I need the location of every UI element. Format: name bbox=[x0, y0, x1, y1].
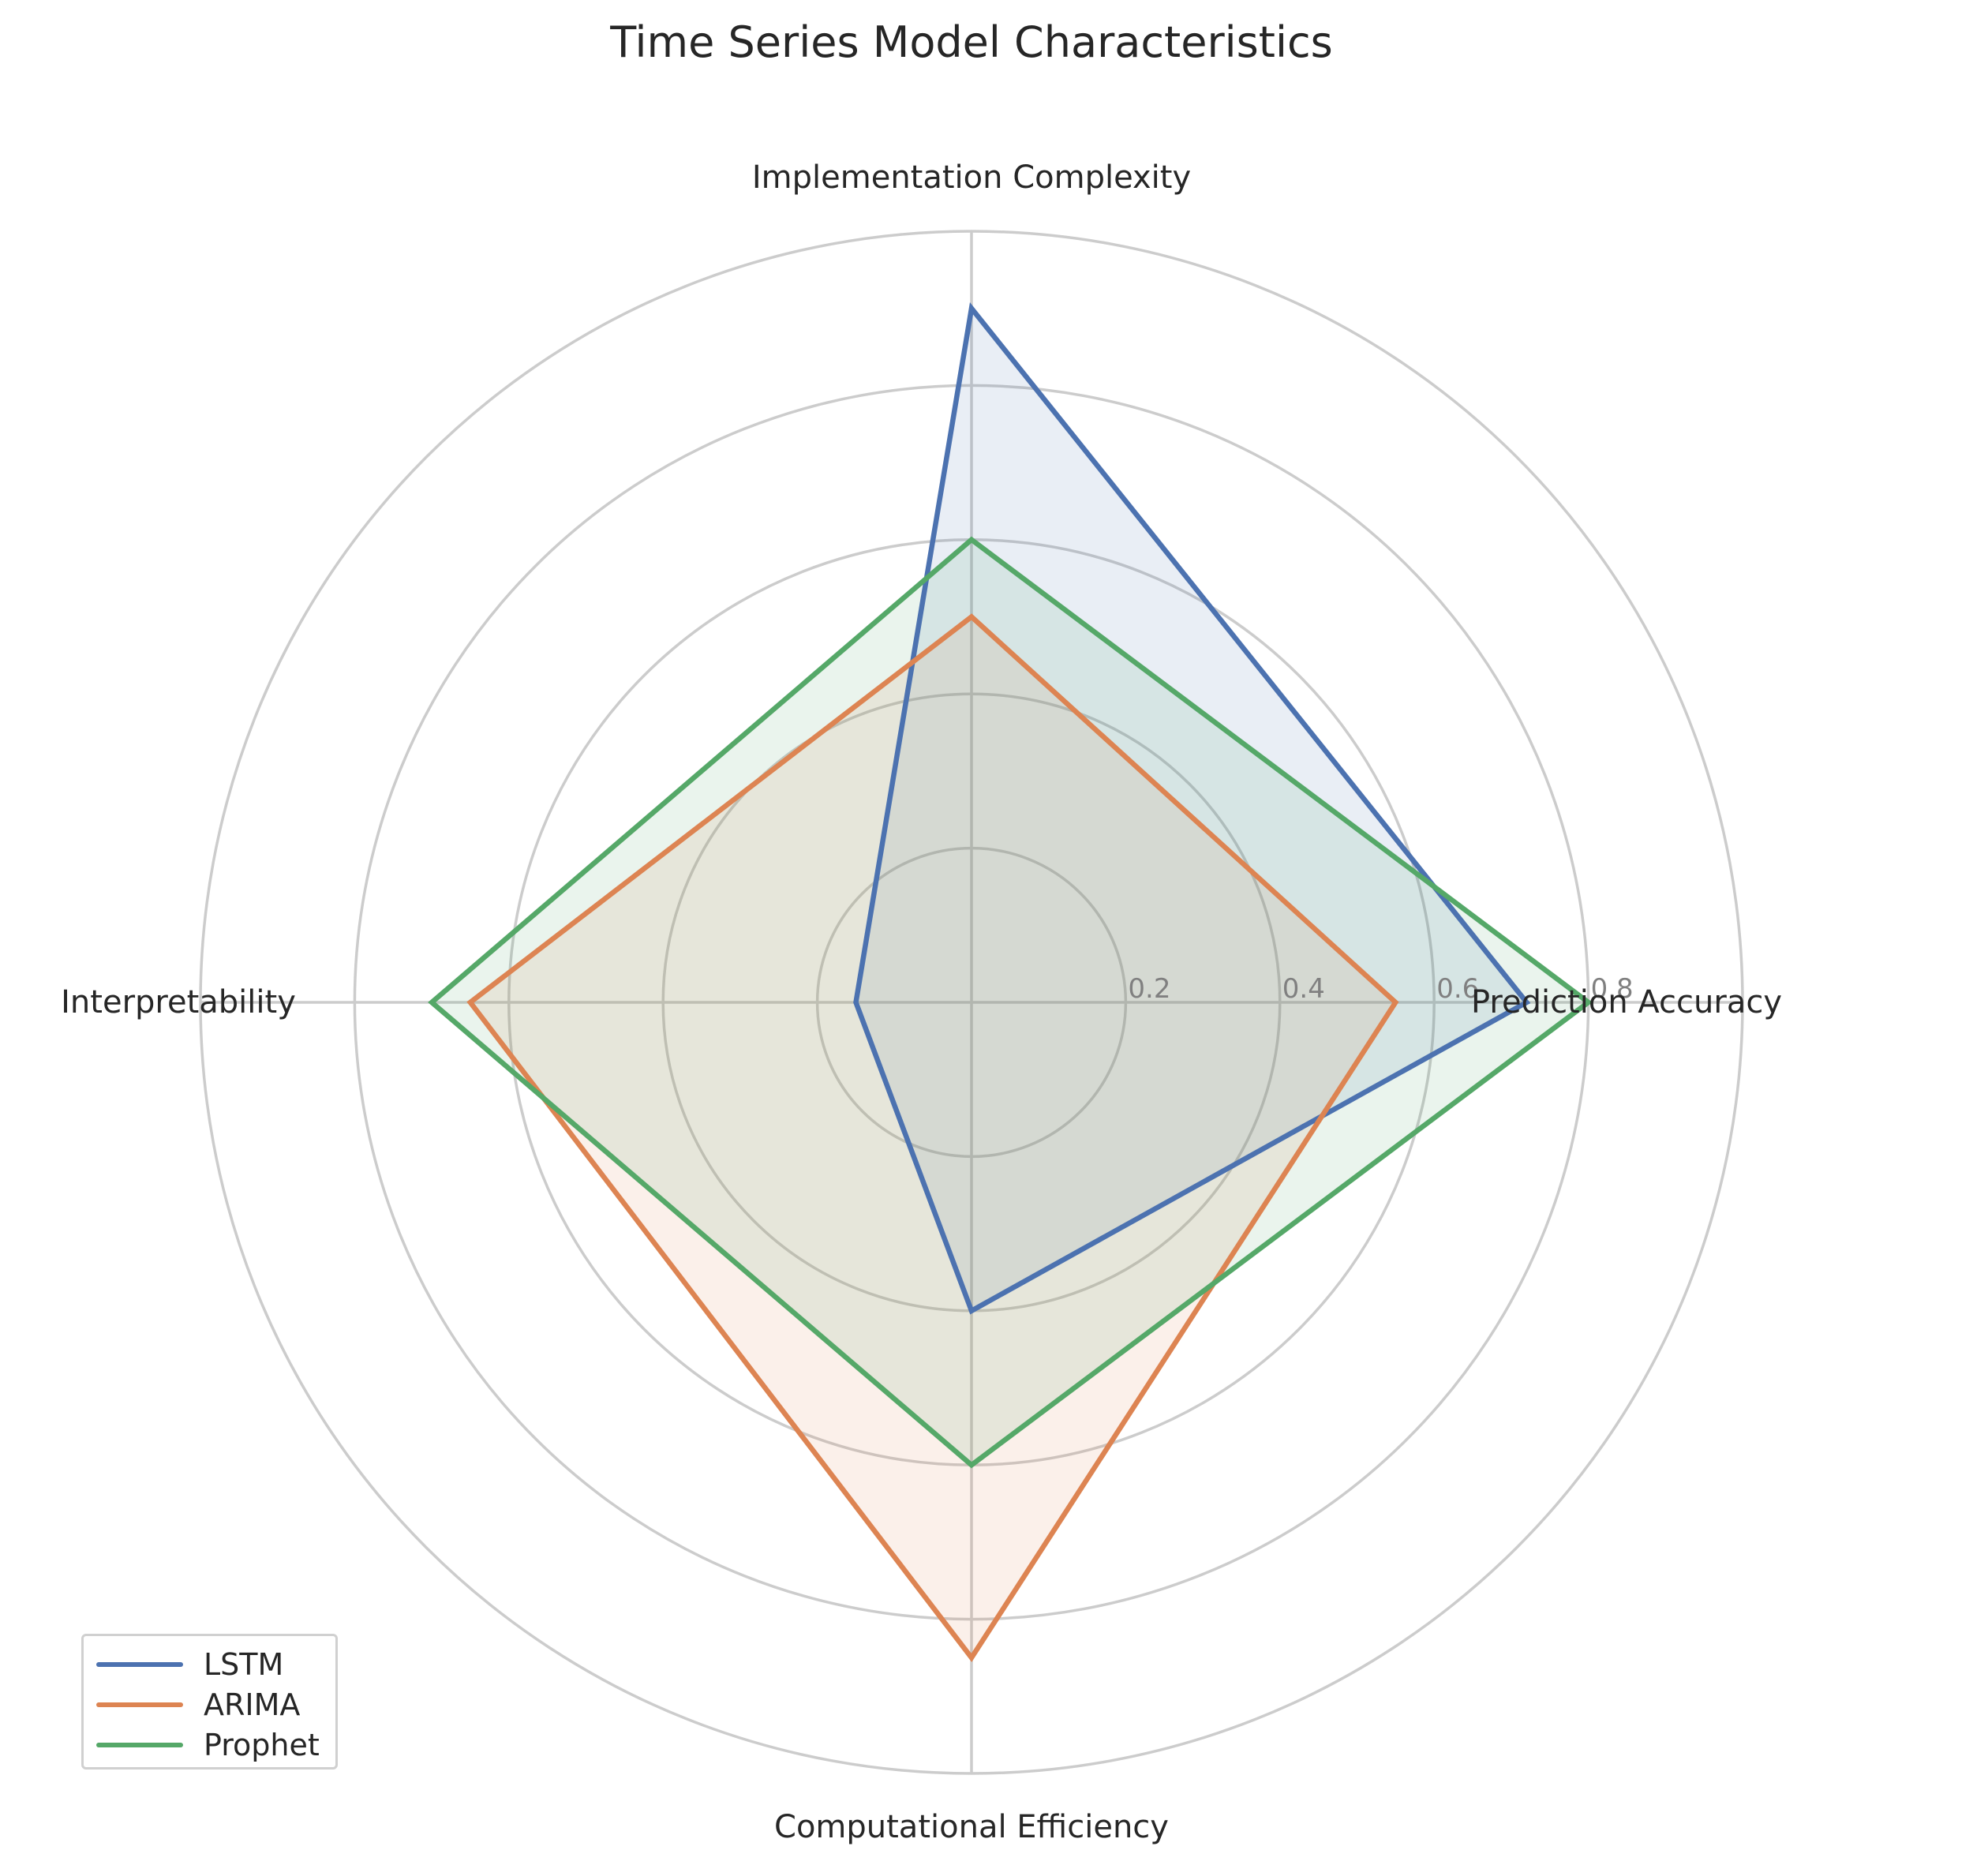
radial-tick-label-4: 0.8 bbox=[1591, 973, 1634, 1005]
legend-label-prophet: Prophet bbox=[204, 1727, 320, 1762]
legend-label-arima: ARIMA bbox=[204, 1687, 301, 1722]
series-fill-prophet bbox=[432, 539, 1589, 1466]
legend-item-arima: ARIMA bbox=[96, 1684, 335, 1725]
axis-label-1: Prediction Accuracy bbox=[1471, 984, 1782, 1021]
axis-label-3: Interpretability bbox=[61, 984, 296, 1021]
radial-tick-label-1: 0.2 bbox=[1128, 973, 1170, 1005]
series-line-arima bbox=[466, 613, 1399, 1663]
legend-swatch-prophet bbox=[96, 1742, 183, 1747]
legend-label-lstm: LSTM bbox=[204, 1646, 284, 1682]
legend: LSTM ARIMA Prophet bbox=[81, 1634, 338, 1770]
chart-title: Time Series Model Characteristics bbox=[610, 17, 1333, 67]
axis-label-4: Computational Efficiency bbox=[774, 1809, 1169, 1845]
series-line-prophet bbox=[428, 536, 1593, 1469]
series-line-lstm bbox=[853, 301, 1531, 1315]
legend-swatch-arima bbox=[96, 1702, 183, 1707]
legend-swatch-lstm bbox=[96, 1661, 183, 1667]
radial-tick-label-3: 0.6 bbox=[1436, 973, 1479, 1005]
legend-item-prophet: Prophet bbox=[96, 1725, 335, 1765]
radial-tick-label-2: 0.4 bbox=[1282, 973, 1325, 1005]
series-fill-arima bbox=[470, 616, 1396, 1658]
legend-item-lstm: LSTM bbox=[96, 1644, 335, 1684]
series-layer bbox=[428, 301, 1593, 1663]
axis-label-2: Implementation Complexity bbox=[752, 159, 1191, 196]
